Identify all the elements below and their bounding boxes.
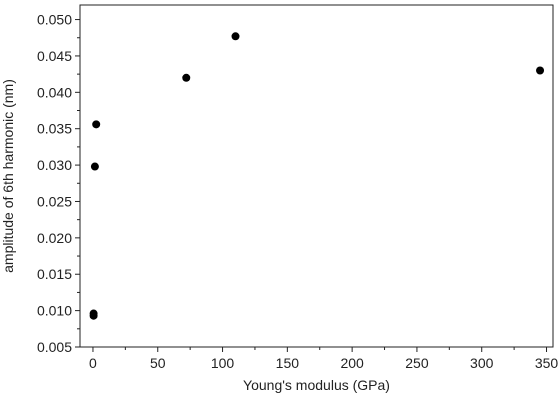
x-tick-label: 0 xyxy=(89,355,97,371)
x-tick-label: 150 xyxy=(276,355,300,371)
x-tick-label: 200 xyxy=(340,355,364,371)
y-tick-label: 0.015 xyxy=(37,266,72,282)
x-tick-label: 100 xyxy=(211,355,235,371)
x-tick-label: 50 xyxy=(150,355,166,371)
data-points xyxy=(89,32,545,320)
x-tick-label: 300 xyxy=(470,355,494,371)
data-point xyxy=(92,120,101,129)
y-tick-label: 0.010 xyxy=(37,303,72,319)
y-tick-label: 0.040 xyxy=(37,84,72,100)
data-point xyxy=(89,311,98,320)
y-tick-label: 0.030 xyxy=(37,157,72,173)
y-tick-labels: 0.005 0.010 0.015 0.020 0.025 0.030 0.035 0.040… xyxy=(37,12,72,355)
x-axis-title: Young's modulus (GPa) xyxy=(243,377,390,393)
y-axis-title: amplitude of 6th harmonic (nm) xyxy=(0,79,16,273)
x-tick-label: 350 xyxy=(535,355,559,371)
x-tick-labels: 0 50 100 150 200 250 300 350 xyxy=(89,355,558,371)
y-tick-label: 0.045 xyxy=(37,48,72,64)
x-tick-label: 250 xyxy=(405,355,429,371)
data-point xyxy=(182,73,191,82)
y-tick-label: 0.020 xyxy=(37,230,72,246)
axis-ticks xyxy=(75,19,548,352)
data-point xyxy=(90,162,99,171)
data-point xyxy=(536,66,545,75)
plot-frame xyxy=(79,4,554,348)
y-tick-label: 0.035 xyxy=(37,121,72,137)
y-tick-label: 0.025 xyxy=(37,193,72,209)
y-tick-label: 0.050 xyxy=(37,12,72,28)
data-point xyxy=(231,32,240,41)
y-tick-label: 0.005 xyxy=(37,339,72,355)
